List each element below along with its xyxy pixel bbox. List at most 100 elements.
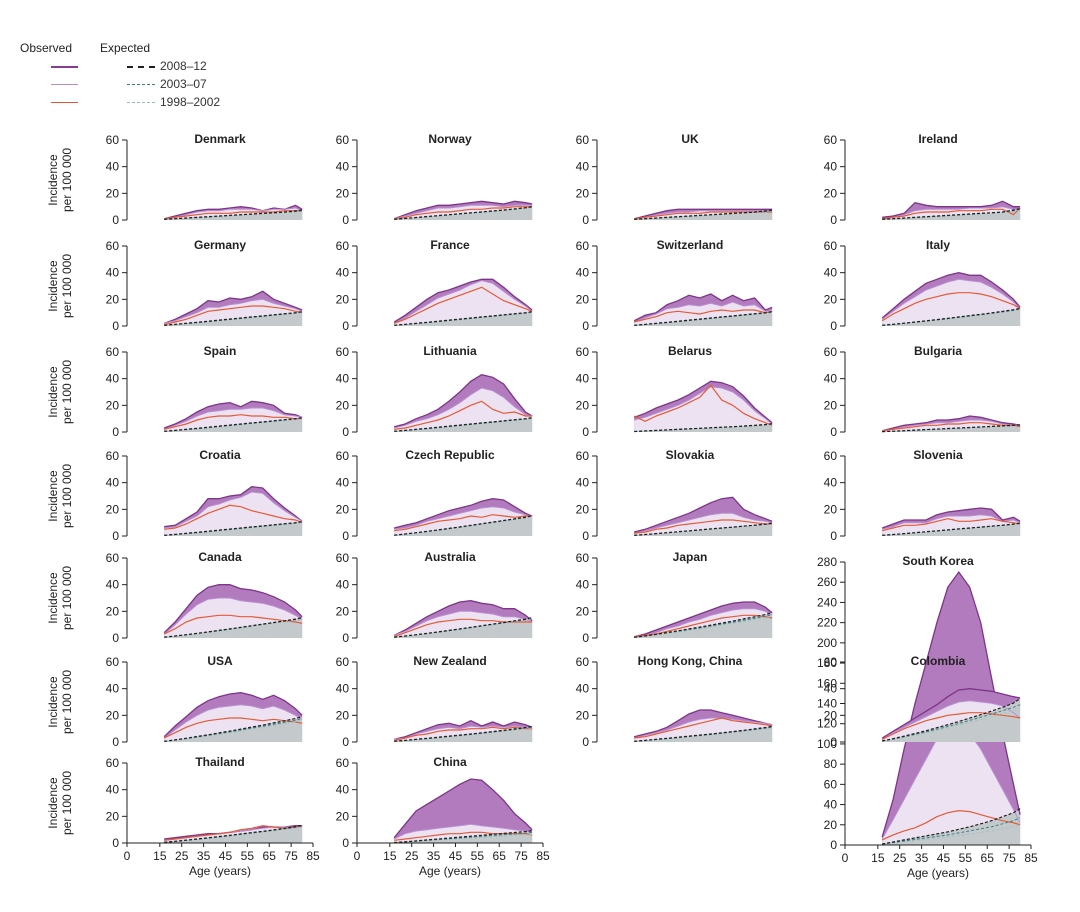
usa-y-tick-label: 40 <box>106 682 120 696</box>
new-zealand-y-tick-label: 20 <box>336 708 350 722</box>
bulgaria-line-observed-1998-2002 <box>882 422 1021 432</box>
canada-line-observed-1998-2002 <box>163 614 303 635</box>
spain-line-observed-1998-2002 <box>164 414 303 430</box>
ireland-line-observed-2003-07 <box>882 206 1021 220</box>
belarus-line-expected-2008-12 <box>634 423 773 433</box>
thailand-line-expected-2008-12 <box>164 824 303 843</box>
south-korea-x-tick-label: 75 <box>1002 851 1016 865</box>
y-axis-label-row-2-line1: Incidence <box>46 260 60 312</box>
lithuania-line-expected-2008-12 <box>394 417 533 432</box>
bulgaria-y-tick-label: 20 <box>824 398 838 412</box>
china-line-observed-2003-07 <box>393 823 533 840</box>
hong-kong-china-y-tick-label: 0 <box>582 735 589 749</box>
slovakia-y-tick-label: 20 <box>576 502 590 516</box>
slovenia-line-observed-2008-12 <box>881 507 1021 529</box>
denmark-y-tick-label: 0 <box>112 213 119 227</box>
thailand-x-tick-label: 15 <box>153 849 167 863</box>
australia-y-tick-label: 60 <box>336 551 350 565</box>
slovenia-y-tick-label: 20 <box>824 502 838 516</box>
croatia-y-tick-label: 0 <box>112 529 119 543</box>
new-zealand-line-observed-2008-12 <box>394 719 533 740</box>
usa-y-tick-label: 60 <box>106 655 120 669</box>
australia-line-observed-2008-12 <box>393 600 533 636</box>
croatia-y-tick-label: 60 <box>106 449 120 463</box>
czech-republic-line-expected-2008-12 <box>394 514 533 536</box>
slovenia-y-tick-label: 0 <box>830 529 837 543</box>
switzerland-title: Switzerland <box>657 238 724 252</box>
y-axis-label-row-7-line1: Incidence <box>46 777 60 829</box>
china-x-tick-label: 45 <box>449 849 463 863</box>
south-korea-y-tick-label: 0 <box>830 838 837 852</box>
uk-y-tick-label: 40 <box>576 160 590 174</box>
czech-republic-area-expected <box>394 515 533 536</box>
new-zealand-y-tick-label: 40 <box>336 682 350 696</box>
legend-label-2008-12: 2008–12 <box>160 59 207 73</box>
south-korea-y-tick-label: 40 <box>824 798 838 812</box>
south-korea-line-expected-2008-12 <box>882 808 1021 845</box>
china-y-tick-label: 40 <box>336 783 350 797</box>
usa-line-observed-1998-2002 <box>163 717 303 739</box>
switzerland-line-observed-1998-2002 <box>634 309 773 323</box>
belarus-y-tick-label: 60 <box>576 345 590 359</box>
china-x-axis-label: Age (years) <box>419 864 481 878</box>
norway-y-tick-label: 0 <box>342 213 349 227</box>
australia-y-tick-label: 20 <box>336 604 350 618</box>
japan-y-tick-label: 60 <box>576 551 590 565</box>
legend-expected-2008-12-swatch <box>127 66 155 68</box>
germany-area-expected <box>164 311 303 326</box>
croatia-line-observed-2003-07 <box>164 491 303 529</box>
colombia-line-expected-1998-2002 <box>882 708 1021 742</box>
denmark-y-tick-label: 20 <box>106 186 120 200</box>
south-korea-x-tick-label: 45 <box>937 851 951 865</box>
slovakia-area-expected <box>634 523 773 536</box>
canada-line-observed-2003-07 <box>163 597 303 635</box>
denmark-line-observed-1998-2002 <box>164 210 303 220</box>
south-korea-x-tick-label: 65 <box>981 851 995 865</box>
czech-republic-y-tick-label: 0 <box>342 529 349 543</box>
bulgaria-y-tick-label: 40 <box>824 372 838 386</box>
spain-area-expected <box>164 417 303 432</box>
south-korea-x-tick-label: 25 <box>893 851 907 865</box>
lithuania-title: Lithuania <box>423 344 477 358</box>
czech-republic-line-observed-2003-07 <box>394 506 533 530</box>
lithuania-line-observed-2008-12 <box>394 374 533 428</box>
belarus-area-observed-2003-07 <box>634 386 773 432</box>
legend-expected-2003-07-swatch <box>127 84 155 85</box>
usa-line-observed-2008-12 <box>163 692 303 738</box>
bulgaria-y-tick-label: 0 <box>830 425 837 439</box>
spain-y-tick-label: 20 <box>106 398 120 412</box>
bulgaria-title: Bulgaria <box>914 344 962 358</box>
south-korea-line-expected-2003-07 <box>882 817 1021 845</box>
colombia-area-expected <box>882 698 1021 742</box>
croatia-y-tick-label: 40 <box>106 476 120 490</box>
spain-line-observed-2003-07 <box>164 407 303 430</box>
china-x-tick-label: 0 <box>354 849 361 863</box>
legend-label-2003-07: 2003–07 <box>160 77 207 91</box>
thailand-x-tick-label: 85 <box>306 849 320 863</box>
china-line-expected-2008-12 <box>394 830 533 844</box>
italy-y-tick-label: 20 <box>824 292 838 306</box>
norway-line-observed-2003-07 <box>394 204 533 220</box>
legend-label-1998-2002: 1998–2002 <box>160 95 221 109</box>
denmark-title: Denmark <box>194 132 246 146</box>
belarus-line-observed-2003-07 <box>634 386 773 425</box>
y-axis-label-row-5-line1: Incidence <box>46 572 60 624</box>
south-korea-y-tick-label: 280 <box>817 555 837 569</box>
uk-line-observed-2003-07 <box>634 210 773 220</box>
lithuania-area-expected <box>394 417 533 432</box>
slovakia-y-tick-label: 40 <box>576 476 590 490</box>
y-axis-label-row-6-line2: per 100 000 <box>60 670 74 734</box>
australia-y-tick-label: 40 <box>336 578 350 592</box>
australia-line-observed-2003-07 <box>394 610 533 636</box>
china-x-tick-label: 25 <box>405 849 419 863</box>
usa-line-expected-2008-12 <box>164 716 303 742</box>
south-korea-area-expected <box>882 808 1021 845</box>
japan-y-tick-label: 0 <box>582 631 589 645</box>
japan-line-observed-2003-07 <box>634 608 773 638</box>
south-korea-x-axis-label: Age (years) <box>907 866 969 880</box>
norway-line-observed-2008-12 <box>393 200 533 220</box>
hong-kong-china-line-observed-1998-2002 <box>634 717 773 739</box>
slovenia-line-observed-1998-2002 <box>882 518 1021 532</box>
czech-republic-line-observed-2008-12 <box>394 498 533 529</box>
thailand-y-tick-label: 40 <box>106 783 120 797</box>
